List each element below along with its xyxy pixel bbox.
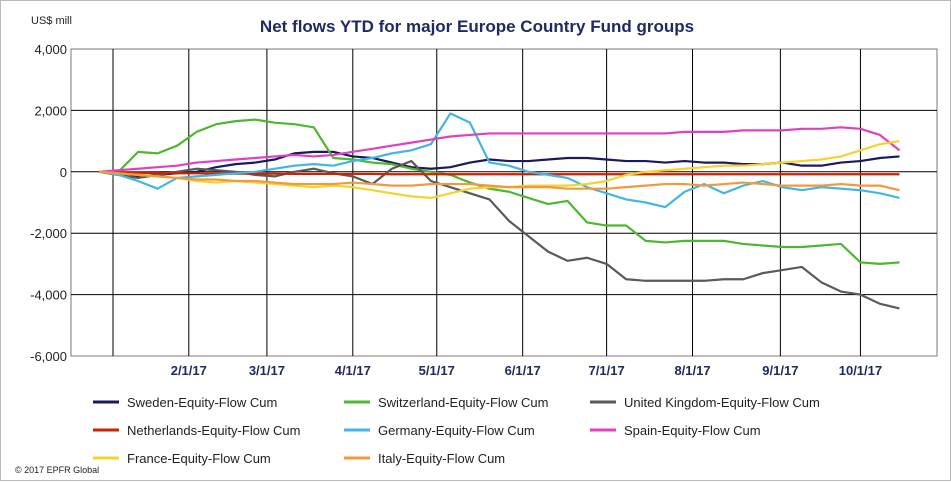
legend: Sweden-Equity-Flow Cum Switzerland-Equity…	[93, 395, 820, 466]
chart-title: Net flows YTD for major Europe Country F…	[260, 17, 694, 36]
x-tick-label: 2/1/17	[171, 363, 207, 378]
x-tick-label: 7/1/17	[589, 363, 625, 378]
x-tick-label: 4/1/17	[335, 363, 371, 378]
series-line	[99, 118, 900, 265]
y-tick-label: -6,000	[30, 349, 67, 364]
x-tick-label: 10/1/17	[839, 363, 882, 378]
legend-label: Spain-Equity-Flow Cum	[624, 423, 761, 438]
legend-label: Italy-Equity-Flow Cum	[378, 451, 505, 466]
y-axis-unit-label: US$ mill	[31, 15, 72, 27]
x-tick-label: 6/1/17	[505, 363, 541, 378]
grid-lines	[71, 49, 937, 356]
plot-area	[70, 48, 938, 357]
legend-label: Netherlands-Equity-Flow Cum	[127, 423, 300, 438]
y-tick-label: 4,000	[34, 42, 67, 57]
y-tick-label: -4,000	[30, 288, 67, 303]
series-line	[98, 126, 901, 173]
legend-label: Sweden-Equity-Flow Cum	[127, 395, 277, 410]
legend-label: Switzerland-Equity-Flow Cum	[378, 395, 549, 410]
y-tick-label: -2,000	[30, 226, 67, 241]
y-tick-label: 2,000	[34, 103, 67, 118]
series-line	[98, 159, 900, 310]
y-axis-ticks: 4,000 2,000 0 -2,000 -4,000 -6,000	[30, 42, 67, 364]
x-tick-label: 5/1/17	[419, 363, 455, 378]
x-tick-label: 9/1/17	[762, 363, 798, 378]
series-lines	[98, 112, 901, 310]
series-line	[98, 170, 900, 192]
legend-label: United Kingdom-Equity-Flow Cum	[624, 395, 820, 410]
legend-label: Germany-Equity-Flow Cum	[378, 423, 535, 438]
y-tick-label: 0	[60, 165, 67, 180]
x-tick-label: 3/1/17	[249, 363, 285, 378]
copyright-text: © 2017 EPFR Global	[15, 465, 99, 475]
series-line	[98, 112, 900, 209]
legend-label: France-Equity-Flow Cum	[127, 451, 271, 466]
x-tick-label: 8/1/17	[674, 363, 710, 378]
x-axis-ticks: 2/1/17 3/1/17 4/1/17 5/1/17 6/1/17 7/1/17 8/1/…	[171, 363, 882, 378]
